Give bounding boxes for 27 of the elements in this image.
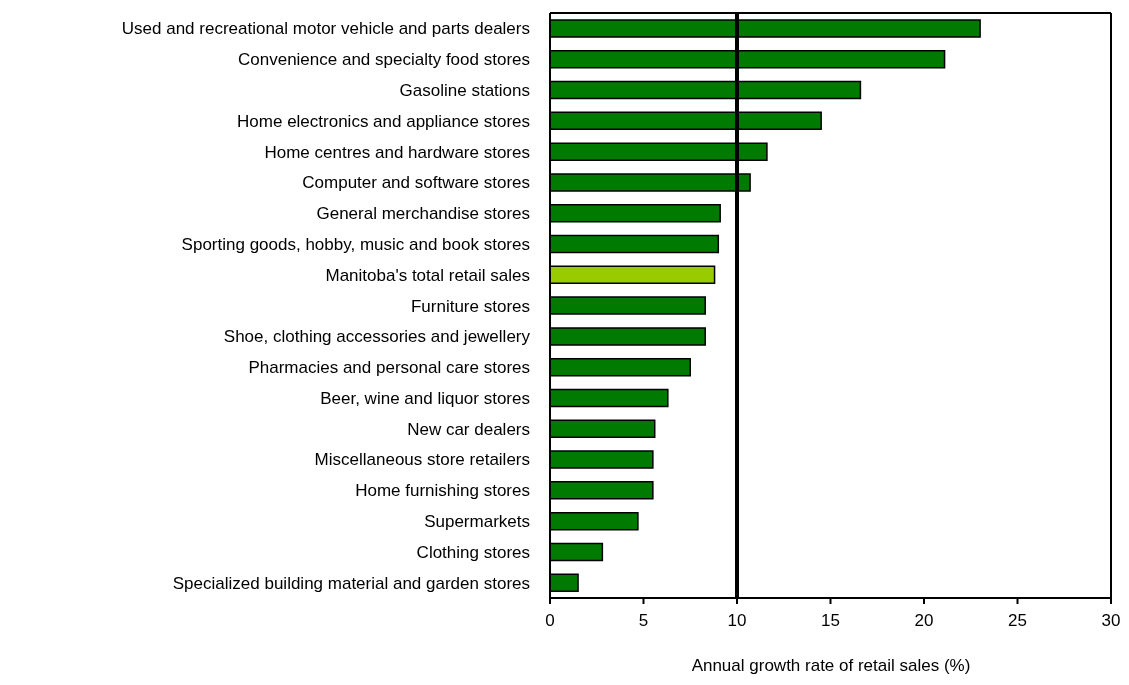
y-tick-label: Beer, wine and liquor stores xyxy=(320,388,530,408)
y-tick-label: Supermarkets xyxy=(424,512,530,532)
y-tick-label: Clothing stores xyxy=(416,542,530,562)
y-tick-label: Sporting goods, hobby, music and book stores xyxy=(181,234,530,254)
x-tick-label: 20 xyxy=(914,611,934,631)
x-tick-label: 5 xyxy=(638,611,649,631)
y-tick-label: Manitoba's total retail sales xyxy=(325,265,530,285)
y-tick-label: General merchandise stores xyxy=(316,204,530,224)
x-tick-label: 25 xyxy=(1008,611,1027,631)
y-tick-label: Home furnishing stores xyxy=(355,481,530,501)
y-tick-label: Computer and software stores xyxy=(302,173,530,193)
y-tick-label: Pharmacies and personal care stores xyxy=(248,358,530,378)
y-tick-label: Home electronics and appliance stores xyxy=(237,111,530,131)
x-tick-label: 30 xyxy=(1101,611,1121,631)
y-tick-label: Furniture stores xyxy=(410,296,530,316)
y-tick-label: Convenience and specialty food stores xyxy=(237,50,530,70)
y-tick-label: Specialized building material and garden stores xyxy=(172,573,530,593)
x-axis-title: Annual growth rate of retail sales (%) xyxy=(690,656,972,676)
y-tick-label: New car dealers xyxy=(407,419,530,439)
x-tick-label: 10 xyxy=(727,611,747,631)
y-tick-label: Gasoline stations xyxy=(399,81,530,101)
y-tick-label: Miscellaneous store retailers xyxy=(314,450,530,470)
x-tick-label: 15 xyxy=(821,611,840,631)
y-tick-label: Used and recreational motor vehicle and parts dealers xyxy=(121,19,530,39)
y-tick-label: Home centres and hardware stores xyxy=(264,142,530,162)
y-tick-label: Shoe, clothing accessories and jewellery xyxy=(223,327,531,347)
x-tick-label: 0 xyxy=(545,611,555,631)
